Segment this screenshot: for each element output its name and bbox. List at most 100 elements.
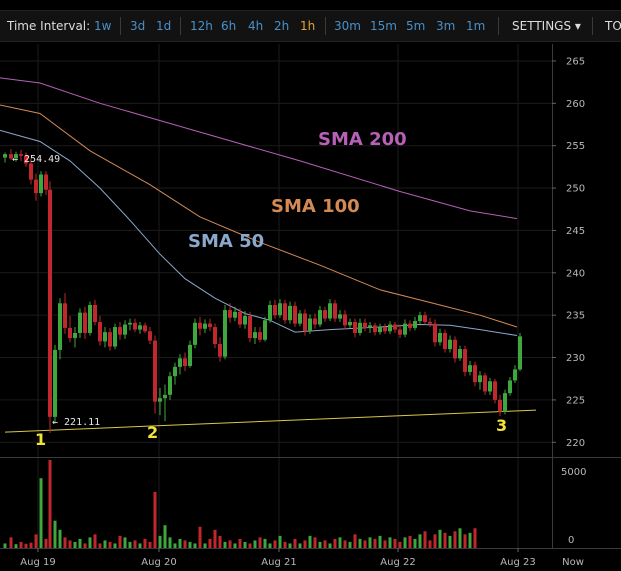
candle-body	[343, 314, 347, 326]
volume-bar	[433, 534, 437, 548]
volume-bar	[468, 532, 472, 548]
candle-body	[143, 325, 147, 332]
candle-body	[388, 324, 392, 332]
volume-bar	[143, 538, 147, 548]
volume-bar	[463, 534, 467, 548]
candle-body	[313, 318, 317, 325]
sma-line	[0, 104, 518, 328]
toolbar-overflow-item[interactable]: TO	[605, 19, 621, 33]
candle-body	[393, 324, 397, 330]
volume-bar	[118, 535, 122, 548]
interval-1h[interactable]: 1h	[300, 19, 316, 33]
interval-4h[interactable]: 4h	[248, 19, 264, 33]
time-tick-label: Aug 22	[380, 557, 415, 568]
interval-30m[interactable]: 30m	[334, 19, 361, 33]
candle-body	[478, 375, 482, 383]
interval-3m[interactable]: 3m	[436, 19, 456, 33]
volume-bar	[428, 540, 432, 548]
volume-bar	[268, 543, 272, 548]
volume-bar	[293, 538, 297, 548]
volume-bar	[438, 529, 442, 548]
candle-body	[378, 327, 382, 333]
candle-body	[9, 154, 13, 159]
price-tick-label: 255	[566, 141, 585, 152]
volume-bar	[19, 541, 23, 548]
candle-body	[103, 332, 107, 342]
volume-bar	[63, 537, 67, 548]
candle-body	[488, 381, 492, 392]
volume-bar	[393, 538, 397, 548]
interval-5m[interactable]: 5m	[406, 19, 426, 33]
divider	[498, 17, 499, 35]
candle-body	[58, 303, 62, 350]
candle-body	[63, 303, 67, 328]
candle-body	[108, 332, 112, 347]
candle-body	[118, 327, 122, 335]
volume-bar	[203, 543, 207, 548]
candle-body	[513, 369, 517, 381]
candle-body	[288, 305, 292, 321]
interval-2h[interactable]: 2h	[274, 19, 290, 33]
candle-body	[403, 323, 407, 335]
volume-bar	[58, 529, 62, 548]
interval-12h[interactable]: 12h	[190, 19, 213, 33]
candle-body	[363, 322, 367, 328]
candle-body	[183, 358, 187, 367]
interval-1m[interactable]: 1m	[466, 19, 486, 33]
price-tick-label: 245	[566, 226, 585, 237]
candle-body	[173, 366, 177, 377]
volume-bar	[108, 541, 112, 548]
volume-bar	[318, 541, 322, 548]
interval-6h[interactable]: 6h	[221, 19, 237, 33]
point-2-label: 2	[147, 423, 158, 442]
price-tick-label: 265	[566, 56, 585, 67]
candle-body	[178, 358, 182, 367]
candles	[3, 149, 522, 433]
candle-body	[498, 399, 502, 412]
volume-bar	[278, 535, 282, 548]
candle-body	[458, 349, 462, 359]
candle-body	[223, 310, 227, 357]
interval-3d[interactable]: 3d	[130, 19, 146, 33]
candle-body	[163, 394, 167, 399]
volume-bar	[148, 541, 152, 548]
candle-body	[14, 154, 18, 159]
candle-body	[438, 332, 442, 343]
candle-body	[298, 313, 302, 324]
volume-bars	[3, 460, 477, 548]
volume-bar	[383, 540, 387, 548]
candle-body	[278, 303, 282, 316]
volume-bar	[403, 537, 407, 548]
volume-bar	[138, 543, 142, 548]
candle-body	[19, 154, 23, 156]
candle-body	[353, 321, 357, 333]
divider	[120, 17, 121, 35]
settings-dropdown[interactable]: SETTINGS ▾	[512, 19, 581, 33]
volume-bar	[228, 540, 232, 548]
candle-body	[373, 325, 377, 333]
candle-body	[83, 312, 87, 333]
sma200-label: SMA 200	[318, 129, 407, 150]
candle-body	[203, 323, 207, 329]
volume-bar	[9, 537, 13, 548]
interval-15m[interactable]: 15m	[370, 19, 397, 33]
interval-1w[interactable]: 1w	[94, 19, 112, 33]
candle-body	[483, 375, 487, 392]
candle-body	[53, 349, 57, 417]
volume-bar	[343, 540, 347, 548]
volume-bar	[223, 541, 227, 548]
candle-body	[493, 381, 497, 400]
volume-tick-label: 5000	[561, 467, 586, 478]
candle-body	[303, 313, 307, 332]
interval-1d[interactable]: 1d	[156, 19, 172, 33]
volume-bar	[29, 542, 33, 548]
volume-bar	[358, 538, 362, 548]
volume-bar	[243, 541, 247, 548]
candle-body	[44, 174, 48, 190]
price-tick-label: 250	[566, 184, 585, 195]
volume-bar	[34, 534, 38, 548]
volume-bar	[233, 543, 237, 548]
candle-body	[218, 343, 222, 357]
candle-body	[48, 189, 52, 417]
